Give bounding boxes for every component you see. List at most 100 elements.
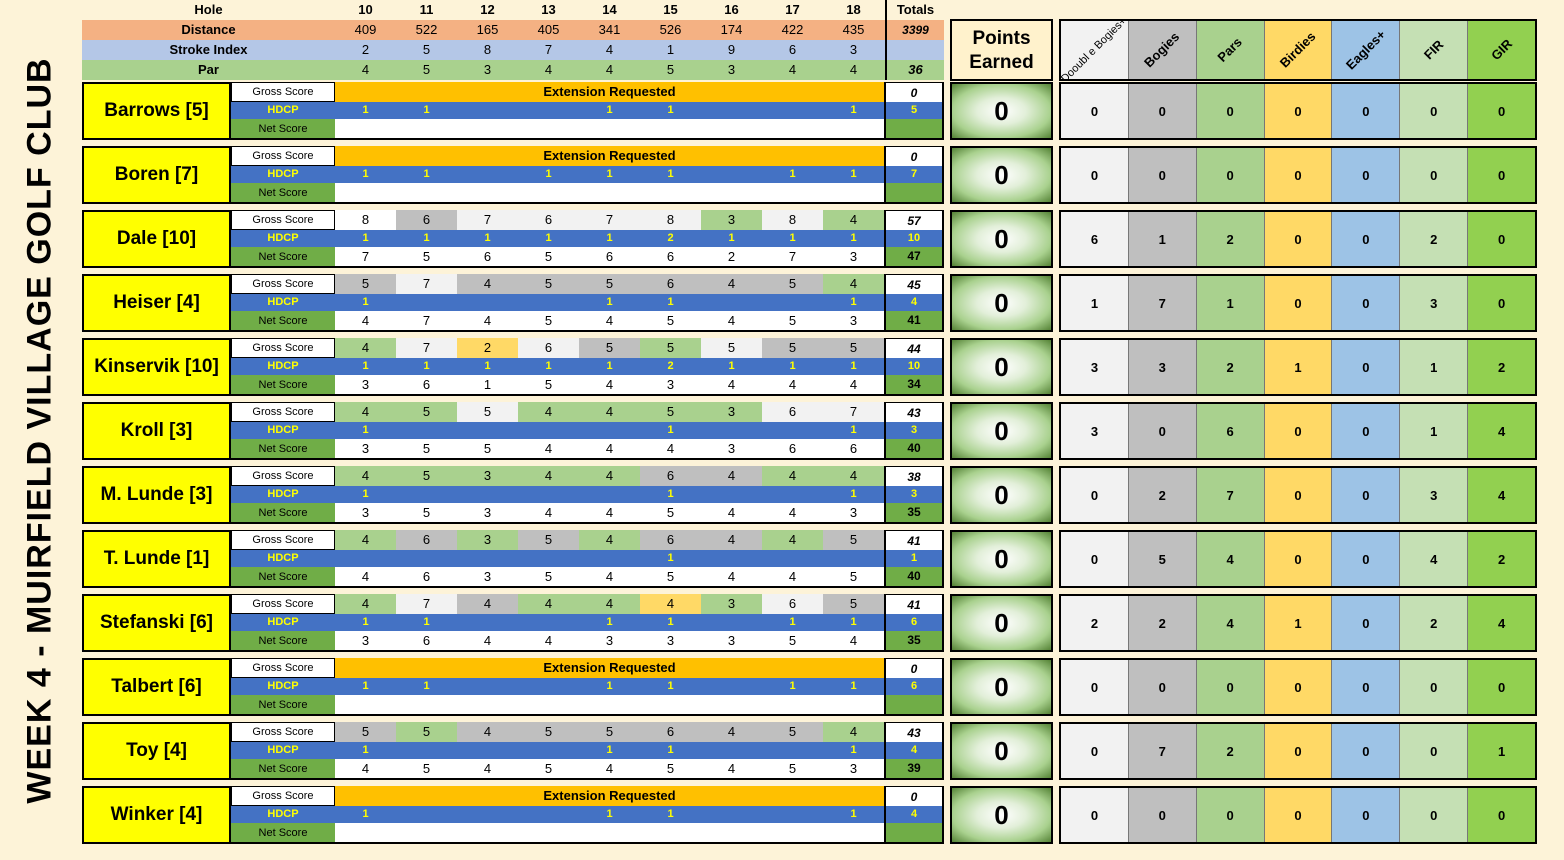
gross-score-cell[interactable]: 5 [335, 722, 396, 742]
gross-score-cell[interactable]: 6 [640, 530, 701, 550]
gross-score-cell[interactable]: 4 [823, 274, 884, 294]
gross-score-cell[interactable]: 3 [701, 594, 762, 614]
gross-score-row: Gross Score Extension Requested 0 [231, 146, 944, 166]
gross-score-cell[interactable]: 6 [640, 722, 701, 742]
hdcp-cell [457, 742, 518, 759]
hdcp-label: HDCP [231, 422, 335, 439]
net-score-cell [335, 823, 396, 842]
gross-score-cell[interactable]: 6 [640, 466, 701, 486]
gross-score-cell[interactable]: 5 [579, 722, 640, 742]
gross-score-cell[interactable]: 3 [457, 530, 518, 550]
gross-score-cell[interactable]: 4 [457, 274, 518, 294]
gross-score-cell[interactable]: 5 [518, 530, 579, 550]
gross-score-cell[interactable]: 4 [579, 466, 640, 486]
hdcp-cell: 1 [484, 232, 491, 244]
player-row: T. Lunde [1] Gross Score 4 6 3 5 4 6 4 4 5 41 HDCP 1 1… [82, 530, 1538, 588]
hdcp-row: HDCP 1 1 1 1 1 5 [231, 102, 944, 119]
gross-score-cell[interactable]: 4 [701, 530, 762, 550]
gross-score-cell[interactable]: 7 [396, 338, 457, 358]
gross-score-cell[interactable]: 5 [396, 722, 457, 742]
gross-score-cell[interactable]: 3 [701, 210, 762, 230]
gross-score-cell[interactable]: 4 [579, 402, 640, 422]
gross-score-cell[interactable]: 7 [457, 210, 518, 230]
gross-score-cell[interactable]: 6 [762, 594, 823, 614]
gross-score-cell[interactable]: 4 [701, 274, 762, 294]
gross-score-cell[interactable]: 7 [396, 274, 457, 294]
gross-score-cell[interactable]: 8 [640, 210, 701, 230]
net-total: 34 [884, 375, 944, 396]
gross-score-cell[interactable]: 3 [701, 402, 762, 422]
gross-total: 0 [884, 786, 944, 806]
gross-score-cell[interactable]: 4 [335, 594, 396, 614]
header-cell: 8 [483, 42, 492, 57]
gross-score-cell[interactable]: 4 [518, 594, 579, 614]
gross-score-cell[interactable]: 4 [335, 530, 396, 550]
gross-score-cell[interactable]: 5 [518, 722, 579, 742]
gross-score-cell[interactable]: 4 [518, 466, 579, 486]
hdcp-cell: 1 [850, 616, 857, 628]
gross-score-cell[interactable]: 4 [579, 594, 640, 614]
net-score-cell [457, 183, 518, 202]
net-score-cell: 6 [422, 633, 431, 648]
gross-score-cell[interactable]: 4 [762, 466, 823, 486]
gross-score-cell[interactable]: 4 [823, 210, 884, 230]
gross-score-cell[interactable]: 5 [762, 722, 823, 742]
gross-score-cell[interactable]: 5 [762, 274, 823, 294]
gross-score-cell[interactable]: 4 [457, 594, 518, 614]
gross-score-cell[interactable]: 5 [640, 338, 701, 358]
gross-score-cell[interactable]: 4 [701, 466, 762, 486]
gross-score-cell[interactable]: 5 [518, 274, 579, 294]
category-count-cell: 0 [1332, 148, 1401, 202]
gross-score-cell[interactable]: 4 [823, 466, 884, 486]
gross-score-row: Gross Score 4 5 5 4 4 5 3 6 7 43 [231, 402, 944, 422]
hdcp-cell [762, 294, 823, 311]
gross-score-cell[interactable]: 5 [457, 402, 518, 422]
net-score-cell [518, 695, 579, 714]
gross-score-cell[interactable]: 7 [579, 210, 640, 230]
gross-score-cell[interactable]: 6 [396, 210, 457, 230]
gross-score-cell[interactable]: 7 [823, 402, 884, 422]
gross-score-cell[interactable]: 4 [823, 722, 884, 742]
category-count-cell: 6 [1061, 212, 1129, 266]
player-name: T. Lunde [1] [82, 530, 231, 588]
gross-score-cell[interactable]: 4 [457, 722, 518, 742]
gross-score-cell[interactable]: 3 [457, 466, 518, 486]
gross-score-cell[interactable]: 4 [518, 402, 579, 422]
gross-score-cell[interactable]: 5 [823, 594, 884, 614]
category-count-cell: 0 [1468, 212, 1536, 266]
category-count-cell: 1 [1196, 276, 1265, 330]
gross-score-cell[interactable]: 4 [640, 594, 701, 614]
gross-score-cell[interactable]: 6 [396, 530, 457, 550]
net-score-row: Net Score 4 6 3 5 4 5 4 4 5 40 [231, 567, 944, 588]
gross-score-cell[interactable]: 6 [518, 210, 579, 230]
gross-score-cell[interactable]: 5 [823, 530, 884, 550]
gross-score-cell[interactable]: 5 [762, 338, 823, 358]
gross-score-cell[interactable]: 5 [396, 466, 457, 486]
gross-score-cell[interactable]: 4 [335, 402, 396, 422]
gross-score-cell[interactable]: 7 [396, 594, 457, 614]
net-score-cell [762, 183, 823, 202]
gross-score-cell[interactable]: 6 [640, 274, 701, 294]
gross-score-cell[interactable]: 2 [457, 338, 518, 358]
gross-score-cell[interactable]: 5 [579, 274, 640, 294]
gross-score-cell[interactable]: 4 [701, 722, 762, 742]
gross-score-cell[interactable]: 4 [762, 530, 823, 550]
gross-score-cell[interactable]: 5 [823, 338, 884, 358]
gross-score-cell[interactable]: 6 [518, 338, 579, 358]
gross-score-cell[interactable]: 5 [396, 402, 457, 422]
category-header-label: Birdies [1276, 28, 1319, 71]
gross-score-cell[interactable]: 5 [640, 402, 701, 422]
gross-score-cell[interactable]: 5 [579, 338, 640, 358]
gross-score-cell[interactable]: 4 [579, 530, 640, 550]
gross-score-cell[interactable]: 8 [335, 210, 396, 230]
gross-score-cell[interactable]: 4 [335, 338, 396, 358]
gross-score-cell[interactable]: 5 [335, 274, 396, 294]
gross-score-cell[interactable]: 8 [762, 210, 823, 230]
gross-score-cell[interactable]: 4 [335, 466, 396, 486]
gross-score-cell[interactable]: 5 [701, 338, 762, 358]
par-row: Par 4 5 3 4 4 5 3 4 4 36 [82, 60, 944, 80]
net-score-cell: 6 [788, 441, 797, 456]
gross-score-cell[interactable]: 6 [762, 402, 823, 422]
